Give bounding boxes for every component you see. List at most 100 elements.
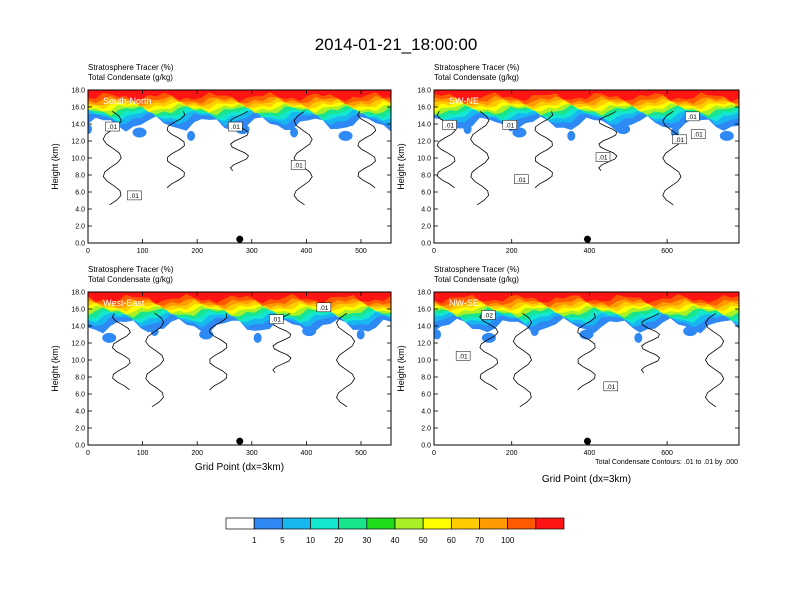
tracer-field: .01 .01 .01 .01 .01 .01 .01: [434, 90, 739, 243]
svg-text:.01: .01: [294, 162, 303, 169]
y-tick-label: 6.0: [421, 190, 431, 197]
x-tick-label: 500: [355, 248, 367, 255]
colorbar-label: 5: [280, 536, 285, 545]
tracer-field: .01 .01: [88, 292, 391, 445]
contour-label: .01: [442, 120, 457, 130]
y-tick-label: 4.0: [421, 409, 431, 416]
x-tick-label: 400: [584, 248, 596, 255]
contour-label: .01: [127, 190, 142, 201]
location-marker: [583, 437, 591, 445]
section-label: NW-SE: [449, 298, 479, 308]
x-tick-label: 0: [86, 248, 90, 255]
y-tick-label: 8.0: [75, 173, 85, 180]
x-tick-label: 400: [584, 450, 596, 457]
contour-label: .01: [514, 174, 529, 184]
y-axis-label: Height (km): [50, 143, 60, 190]
y-tick-label: 16.0: [71, 307, 85, 314]
colorbar-box: [535, 517, 565, 530]
plot-frame: [433, 291, 740, 446]
location-marker: [583, 235, 591, 243]
colorbar-box: [366, 517, 396, 530]
svg-text:.01: .01: [688, 114, 697, 121]
x-tick-label: 0: [432, 450, 436, 457]
y-tick-label: 0.0: [421, 443, 431, 450]
svg-text:.01: .01: [319, 305, 328, 312]
colorbar-box: [310, 517, 340, 530]
colorbar: 1 5 10 20 30 40 50 60 70 100: [225, 517, 565, 545]
colorbar-label: 20: [334, 536, 343, 545]
plot-frame: [433, 89, 740, 244]
contour-label: .01: [105, 121, 120, 132]
y-tick-label: 10.0: [71, 358, 85, 365]
panel-nw-se: Stratosphere Tracer (%)Total Condensate …: [396, 265, 740, 485]
svg-text:.01: .01: [231, 124, 240, 131]
section-label: South-North: [103, 96, 152, 106]
colorbar-label: 60: [447, 536, 456, 545]
panel-subtitle: Total Condensate (g/kg): [434, 73, 519, 82]
svg-text:.01: .01: [459, 353, 468, 360]
y-tick-label: 12.0: [71, 139, 85, 146]
y-axis-label: Height (km): [50, 345, 60, 392]
y-tick-label: 6.0: [75, 392, 85, 399]
colorbar-label: 40: [391, 536, 400, 545]
contour-label: .01: [502, 120, 518, 130]
x-tick-label: 200: [191, 450, 203, 457]
panel-sw-ne: Stratosphere Tracer (%)Total Condensate …: [396, 63, 740, 255]
svg-text:.01: .01: [445, 122, 454, 129]
plot-frame: [87, 89, 392, 244]
tracer-field: .01 .01 .01 .01: [88, 90, 391, 243]
y-tick-label: 14.0: [417, 122, 431, 129]
contour-label: .01: [455, 351, 471, 361]
panel-subtitle: Stratosphere Tracer (%): [434, 63, 520, 72]
x-tick-label: 200: [506, 248, 518, 255]
colorbar-box: [507, 517, 537, 530]
y-tick-label: 12.0: [417, 139, 431, 146]
y-tick-label: 16.0: [417, 105, 431, 112]
y-tick-label: 14.0: [71, 122, 85, 129]
panel-subtitle: Total Condensate (g/kg): [88, 73, 173, 82]
svg-text:.02: .02: [484, 312, 493, 319]
x-tick-label: 500: [355, 450, 367, 457]
colorbar-box: [479, 517, 509, 530]
y-tick-label: 18.0: [71, 290, 85, 297]
colorbar-label: 70: [475, 536, 484, 545]
panel-subtitle: Total Condensate (g/kg): [88, 275, 173, 284]
colorbar-box: [338, 517, 368, 530]
x-tick-label: 0: [86, 450, 90, 457]
y-tick-label: 2.0: [75, 224, 85, 231]
contour-label: .01: [269, 314, 284, 324]
colorbar-label: 100: [501, 536, 515, 545]
svg-text:.01: .01: [675, 137, 684, 144]
y-tick-label: 14.0: [417, 324, 431, 331]
colorbar-label: 10: [306, 536, 315, 545]
y-tick-label: 2.0: [421, 426, 431, 433]
x-tick-label: 0: [432, 248, 436, 255]
x-tick-label: 100: [137, 248, 149, 255]
svg-text:.01: .01: [517, 177, 526, 184]
y-tick-label: 4.0: [75, 409, 85, 416]
svg-text:.01: .01: [272, 317, 281, 324]
x-tick-label: 400: [301, 450, 313, 457]
contour-label: .01: [690, 129, 706, 139]
section-label: West-East: [103, 298, 145, 308]
y-tick-label: 10.0: [71, 156, 85, 163]
y-tick-label: 12.0: [417, 341, 431, 348]
panel-subtitle: Stratosphere Tracer (%): [88, 63, 174, 72]
location-marker: [236, 235, 244, 243]
y-tick-label: 16.0: [417, 307, 431, 314]
svg-text:.01: .01: [598, 155, 607, 162]
y-tick-label: 8.0: [421, 173, 431, 180]
plot-frame: [87, 291, 392, 446]
y-tick-label: 6.0: [75, 190, 85, 197]
contour-label: .01: [672, 134, 687, 145]
x-tick-label: 600: [661, 450, 673, 457]
contour-label: .01: [228, 121, 243, 132]
x-tick-label: 600: [661, 248, 673, 255]
y-tick-label: 6.0: [421, 392, 431, 399]
panel-subtitle: Total Condensate (g/kg): [434, 275, 519, 284]
y-tick-label: 14.0: [71, 324, 85, 331]
contour-label: .01: [290, 160, 306, 170]
colorbar-box: [450, 517, 480, 530]
location-marker: [236, 437, 244, 445]
colorbar-label: 1: [252, 536, 257, 545]
